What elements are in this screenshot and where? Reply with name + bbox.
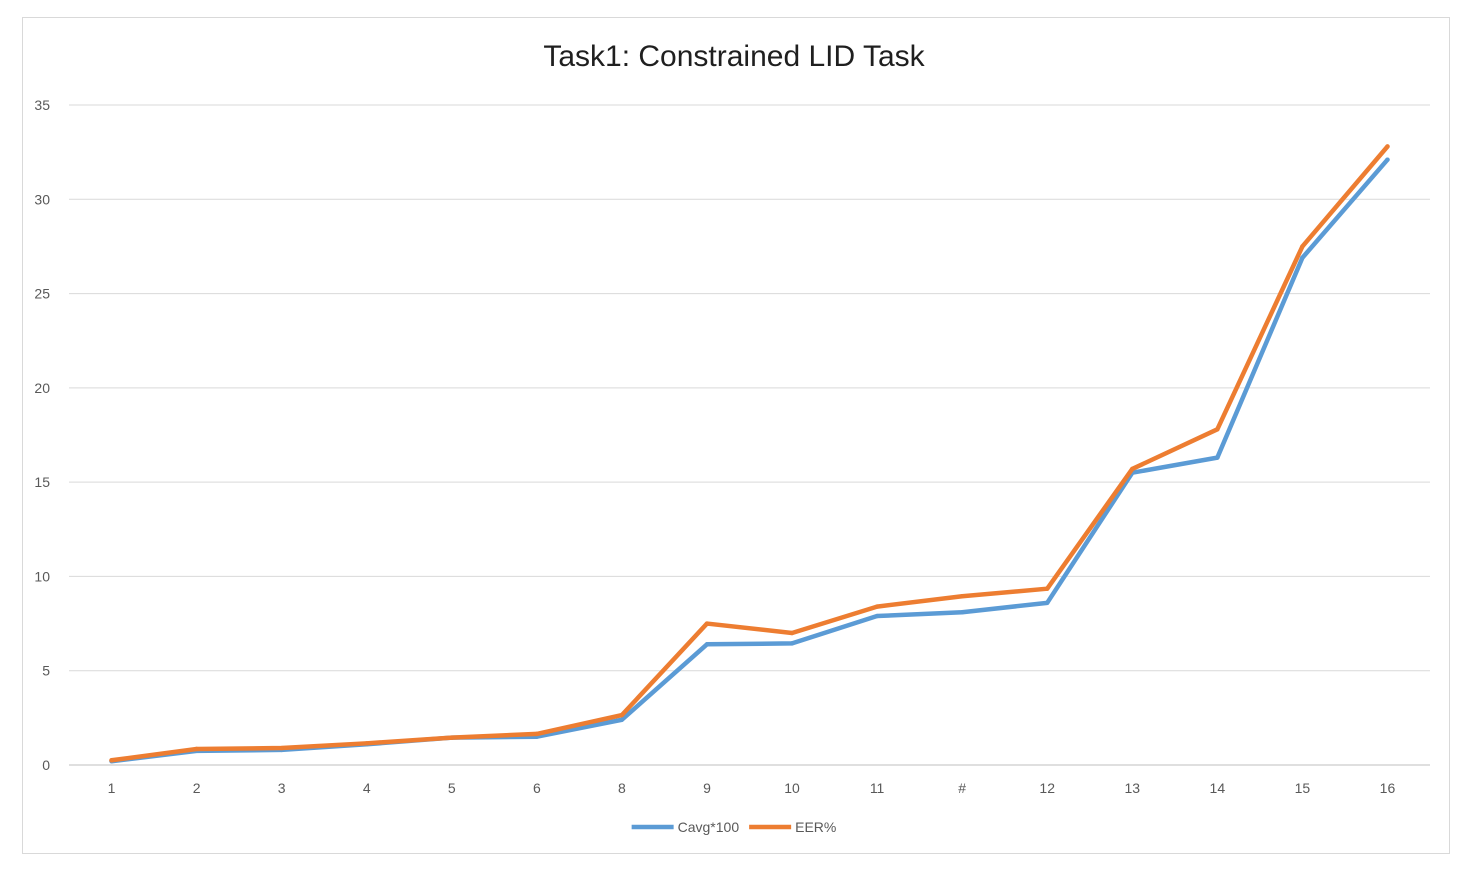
x-tick-label: #	[958, 780, 966, 796]
data-point	[1215, 455, 1220, 460]
y-tick-label: 10	[34, 568, 50, 584]
data-point	[789, 641, 795, 646]
data-point	[364, 741, 369, 746]
data-point	[109, 758, 114, 763]
x-tick-label: 10	[784, 780, 800, 796]
chart-title: Task1: Constrained LID Task	[543, 40, 925, 73]
x-tick-label: 6	[533, 780, 541, 796]
y-tick-label: 30	[34, 191, 50, 207]
series-line-eer	[109, 144, 1390, 763]
x-tick-label: 5	[448, 780, 456, 796]
data-point	[1300, 244, 1305, 249]
data-point	[874, 613, 880, 619]
x-tick-label: 11	[870, 780, 885, 796]
y-tick-label: 5	[42, 663, 50, 679]
legend-label: EER%	[795, 819, 836, 835]
gridlines	[69, 104, 1430, 766]
x-tick-label: 4	[363, 780, 371, 796]
x-tick-label: 8	[618, 780, 626, 796]
data-point	[1300, 255, 1305, 260]
data-point	[874, 604, 880, 609]
data-point	[1045, 600, 1050, 606]
data-point	[534, 731, 540, 737]
chart-frame	[22, 17, 1450, 854]
x-tick-label: 13	[1124, 780, 1140, 796]
y-tick-label: 25	[34, 286, 50, 302]
x-tick-label: 1	[108, 780, 116, 796]
x-tick-label: 15	[1295, 780, 1311, 796]
x-tick-label: 2	[193, 780, 201, 796]
y-tick-label: 20	[34, 380, 50, 396]
data-point	[194, 746, 199, 752]
x-tick-label: 12	[1039, 780, 1055, 796]
data-point	[1385, 157, 1390, 162]
data-point	[449, 735, 454, 740]
x-tick-label: 16	[1380, 780, 1396, 796]
legend: Cavg*100 EER%	[631, 819, 836, 835]
data-point	[279, 745, 284, 751]
x-tick-label: 9	[703, 780, 711, 796]
y-tick-label: 35	[34, 97, 50, 113]
data-point	[789, 630, 795, 636]
data-point	[704, 621, 710, 626]
y-tick-label: 15	[34, 474, 50, 490]
data-point	[1045, 586, 1050, 591]
data-point	[1215, 427, 1220, 432]
data-point	[959, 610, 965, 615]
x-tick-label: 3	[278, 780, 286, 796]
y-tick-label: 0	[42, 757, 50, 773]
data-point	[959, 594, 965, 599]
x-axis-ticks: 1 2 3 4 5 6 8 9 10 11 #12 13 14 15 16	[108, 780, 1396, 796]
data-point	[704, 642, 710, 647]
legend-label: Cavg*100	[678, 819, 740, 835]
series-lines	[109, 144, 1390, 764]
data-point	[619, 717, 625, 722]
data-point	[1130, 466, 1135, 472]
data-point	[619, 712, 625, 718]
data-point	[1385, 144, 1390, 149]
y-axis-ticks: 0 5 10 15 20 25 30 35	[34, 97, 50, 773]
x-tick-label: 14	[1210, 780, 1226, 796]
